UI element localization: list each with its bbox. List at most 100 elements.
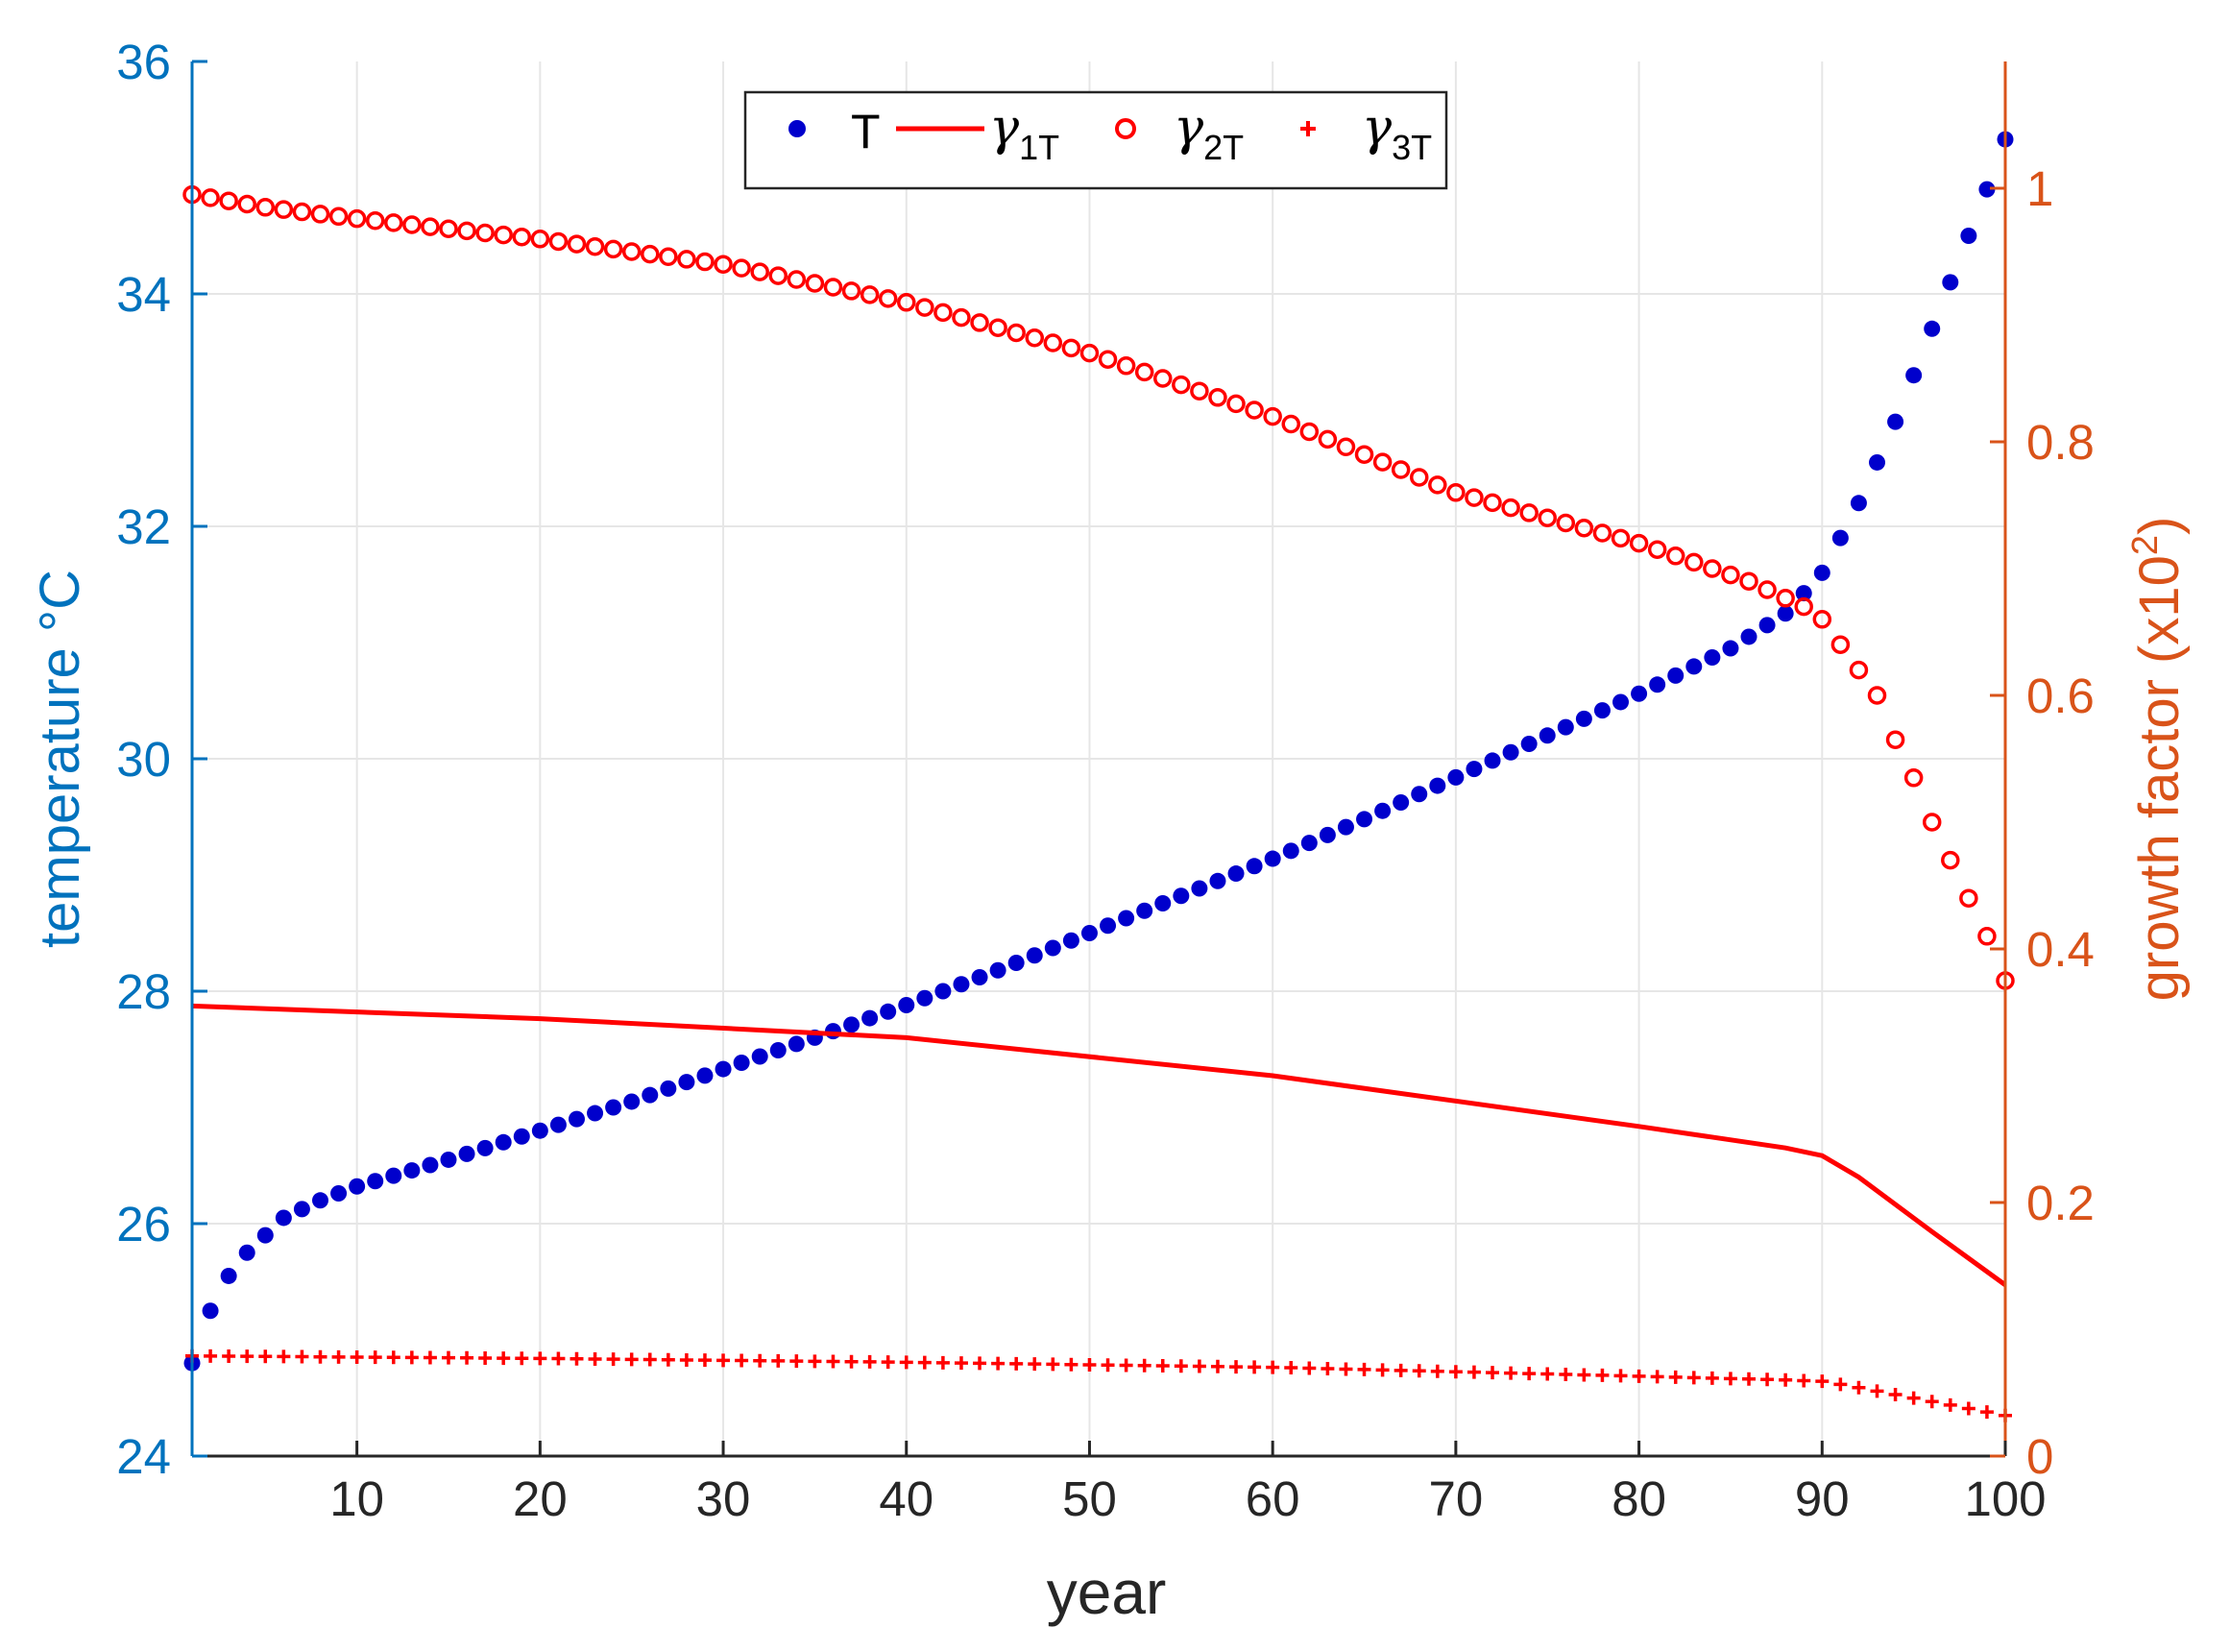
point-gamma3T <box>862 1354 877 1369</box>
point-gamma2T <box>1428 475 1447 495</box>
x-tick-label: 100 <box>1964 1471 2046 1526</box>
point-gamma2T <box>1025 328 1045 348</box>
point-T <box>1704 648 1721 666</box>
point-T <box>330 1185 348 1203</box>
point-gamma3T <box>935 1355 950 1370</box>
point-gamma2T <box>1465 488 1484 507</box>
point-T <box>1393 793 1410 811</box>
point-gamma2T <box>787 270 807 289</box>
point-gamma3T <box>1321 1361 1335 1375</box>
point-T <box>1154 895 1172 912</box>
point-T <box>623 1093 641 1110</box>
point-gamma2T <box>841 281 861 301</box>
point-gamma3T <box>1888 1387 1903 1401</box>
point-T <box>1575 710 1592 727</box>
legend-sub-gamma1T: 1T <box>1019 128 1059 167</box>
point-T <box>495 1133 512 1151</box>
point-gamma3T <box>1137 1358 1151 1373</box>
point-gamma3T <box>991 1356 1006 1371</box>
point-T <box>1831 529 1849 547</box>
point-T <box>1246 858 1263 875</box>
point-T <box>769 1041 787 1058</box>
point-gamma2T <box>1372 452 1393 472</box>
point-T <box>220 1267 237 1284</box>
point-gamma3T <box>277 1349 291 1364</box>
legend: T γ1T γ2T γ3T <box>743 90 1448 190</box>
point-T <box>1282 842 1299 860</box>
point-T <box>1667 667 1685 684</box>
point-gamma3T <box>1686 1371 1701 1385</box>
point-gamma2T <box>219 191 238 210</box>
point-T <box>458 1145 475 1162</box>
point-gamma3T <box>1430 1364 1444 1378</box>
point-gamma3T <box>1705 1371 1719 1385</box>
x-axis-title: year <box>1047 1558 1167 1627</box>
point-gamma3T <box>240 1349 255 1364</box>
point-gamma3T <box>1119 1358 1133 1373</box>
point-gamma2T <box>1208 388 1227 407</box>
y-axis-right-title-prefix: growth factor (x10 <box>2128 555 2191 1001</box>
legend-symbol-gamma2T: γ <box>1174 99 1204 157</box>
point-T <box>1813 564 1830 581</box>
point-gamma2T <box>823 278 843 297</box>
point-T <box>1356 811 1373 828</box>
y-right-tick-label: 1 <box>2026 161 2053 216</box>
point-gamma3T <box>1155 1359 1170 1373</box>
y-left-tick-label: 34 <box>116 267 171 322</box>
point-gamma3T <box>1448 1365 1463 1379</box>
point-gamma2T <box>659 247 678 267</box>
point-gamma3T <box>441 1350 455 1365</box>
point-T <box>1905 367 1923 384</box>
point-gamma2T <box>1794 596 1813 617</box>
point-gamma3T <box>1266 1360 1280 1374</box>
x-tick-label: 40 <box>879 1471 933 1526</box>
point-T <box>256 1227 274 1244</box>
point-gamma2T <box>1043 333 1063 352</box>
point-gamma2T <box>512 227 532 247</box>
point-gamma2T <box>1611 528 1631 548</box>
point-gamma3T <box>1742 1372 1757 1386</box>
point-gamma3T <box>222 1349 236 1363</box>
point-T <box>1942 274 1959 291</box>
point-gamma2T <box>1776 589 1795 608</box>
point-gamma3T <box>350 1349 364 1364</box>
x-tick-label: 10 <box>329 1471 384 1526</box>
point-gamma2T <box>1245 401 1264 420</box>
point-gamma3T <box>1779 1373 1793 1387</box>
x-tick-label: 90 <box>1795 1471 1850 1526</box>
point-T <box>1429 777 1446 794</box>
point-gamma2T <box>1721 565 1740 585</box>
ticks: 10 20 30 40 50 60 70 80 90 100 24 26 28 30 32 34 36 0 0.2 0… <box>116 35 2095 1526</box>
point-gamma3T <box>1394 1363 1408 1377</box>
point-T <box>1520 736 1538 753</box>
point-T <box>1026 947 1043 964</box>
point-gamma3T <box>1192 1359 1206 1373</box>
point-gamma2T <box>1152 369 1173 388</box>
point-gamma2T <box>603 239 623 259</box>
point-gamma2T <box>860 285 880 304</box>
point-gamma3T <box>789 1354 804 1369</box>
point-gamma2T <box>988 318 1007 337</box>
point-gamma2T <box>714 255 733 274</box>
point-gamma2T <box>439 219 458 238</box>
point-gamma3T <box>1943 1397 1957 1412</box>
point-gamma3T <box>1339 1362 1353 1376</box>
x-tick-label: 20 <box>513 1471 568 1526</box>
point-gamma2T <box>1556 513 1576 533</box>
point-gamma2T <box>732 258 751 278</box>
point-gamma2T <box>952 307 971 328</box>
point-T <box>1374 802 1392 819</box>
point-T <box>678 1074 695 1091</box>
point-T <box>1080 925 1098 941</box>
point-T <box>1319 826 1336 843</box>
point-T <box>1722 640 1739 657</box>
point-T <box>1007 954 1025 971</box>
point-gamma3T <box>1906 1391 1921 1405</box>
point-gamma2T <box>548 231 569 252</box>
point-T <box>1869 453 1886 471</box>
y-right-tick-label: 0.6 <box>2026 668 2095 723</box>
point-T <box>971 968 988 985</box>
point-gamma2T <box>1538 508 1557 527</box>
point-T <box>476 1139 494 1156</box>
point-T <box>1484 752 1501 769</box>
